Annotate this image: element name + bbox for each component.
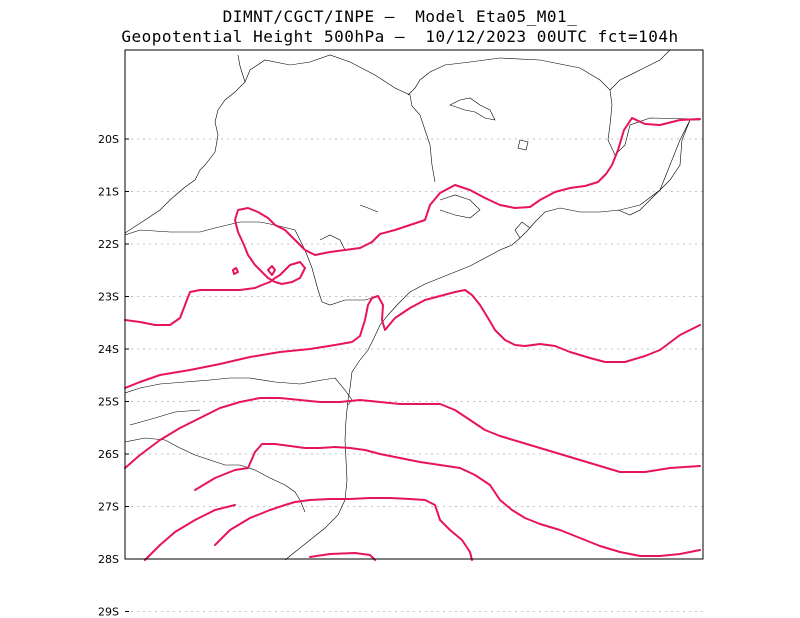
geopotential-contours: [124, 117, 701, 561]
title-line-2: Geopotential Height 500hPa – 10/12/2023 …: [121, 27, 679, 46]
lat-tick-label: 25S: [98, 396, 119, 409]
contour-5840: [214, 497, 473, 561]
contour-5880-north: [371, 117, 701, 243]
lat-tick-label: 21S: [98, 186, 119, 199]
lat-tick-label: 26S: [98, 448, 119, 461]
title-line-1: DIMNT/CGCT/INPE – Model Eta05_M01_: [222, 7, 578, 26]
latitude-tick-labels: 20S 21S 22S 23S 24S 25S 26S 27S 28S 29S: [98, 133, 129, 618]
contour-5860: [124, 397, 701, 473]
coastline-and-borders: [124, 49, 701, 561]
lat-tick-label: 22S: [98, 238, 119, 251]
lat-tick-label: 29S: [98, 606, 119, 618]
contour-5830: [144, 504, 236, 561]
contour-5830-south: [309, 552, 376, 561]
lat-tick-label: 20S: [98, 133, 119, 146]
plot-frame: [124, 49, 704, 560]
lat-tick-label: 23S: [98, 291, 119, 304]
lat-tick-label: 27S: [98, 501, 119, 514]
contour-5880-small2: [267, 265, 276, 276]
contour-5850: [194, 443, 701, 557]
contour-5870: [124, 289, 701, 389]
contour-5880-small: [232, 267, 239, 275]
lat-tick-label: 28S: [98, 553, 119, 566]
lat-tick-label: 24S: [98, 343, 119, 356]
contour-5880-west: [124, 207, 373, 326]
